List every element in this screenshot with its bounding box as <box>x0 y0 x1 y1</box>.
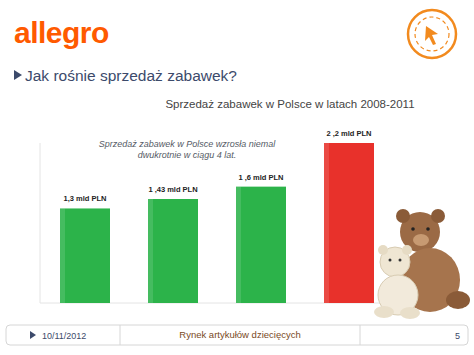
footer-date: 10/11/2012 <box>42 331 86 341</box>
bar <box>60 208 110 303</box>
teddy-bears <box>374 209 470 319</box>
canvas: allegro Jak rośnie sprzedaż zabawek? Sprze… <box>0 0 474 355</box>
heading: Jak rośnie sprzedaż zabawek? <box>25 67 237 84</box>
icon-inner <box>415 17 449 51</box>
footer-box <box>6 325 468 345</box>
icon-cursor <box>425 26 438 45</box>
icon-ring <box>408 10 456 58</box>
page-number: 5 <box>455 331 460 341</box>
bear2-eye <box>399 259 402 262</box>
bear-eye <box>426 227 430 231</box>
footer-divider <box>120 325 121 345</box>
bear-leg <box>446 291 470 309</box>
y-axis-line <box>40 143 41 303</box>
bar-highlight <box>148 199 153 303</box>
bear-ear <box>431 209 445 223</box>
bar-highlight <box>236 187 241 303</box>
bar <box>148 199 198 303</box>
bars <box>60 143 374 303</box>
bear-snout <box>413 234 429 246</box>
data-label: 1 ,6 mld PLN <box>238 173 283 182</box>
footer-divider <box>360 325 361 345</box>
bear2-ear <box>402 245 412 255</box>
bear-ear <box>396 209 410 223</box>
bar-highlight <box>60 208 65 303</box>
heading-bullet <box>14 70 22 80</box>
slide: allegro Jak rośnie sprzedaż zabawek? Sprze… <box>0 0 474 355</box>
data-label: 2 ,2 mld PLN <box>326 129 371 138</box>
bar <box>236 187 286 303</box>
bear2-leg <box>400 307 420 319</box>
bear2-eye <box>389 259 392 262</box>
footer-title: Rynek artykułów dziecięcych <box>179 329 300 340</box>
bear-eye <box>411 227 415 231</box>
chart-title: Sprzedaż zabawek w Polsce w latach 2008-… <box>165 98 414 110</box>
logo-icon <box>408 10 456 58</box>
bar-highlight <box>324 143 329 303</box>
bear2-ear <box>378 245 388 255</box>
logo: allegro <box>14 16 109 49</box>
footer-bullet <box>30 331 36 339</box>
bar <box>324 143 374 303</box>
data-label: 1 ,43 mld PLN <box>148 185 197 194</box>
bear2-leg <box>374 306 394 318</box>
annotation: Sprzedaż zabawek w Polsce wzrosła niemal… <box>92 139 282 161</box>
data-label: 1,3 mld PLN <box>64 194 107 203</box>
